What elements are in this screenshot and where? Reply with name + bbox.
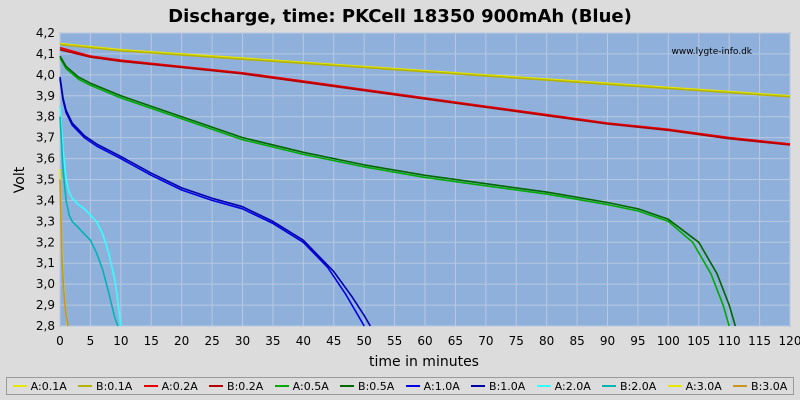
legend-label: B:2.0A [620, 379, 657, 393]
series-line-b-0-2a [59, 48, 791, 146]
y-tick-label: 3,9 [36, 89, 55, 103]
x-tick-label: 45 [326, 334, 341, 348]
grid [59, 32, 791, 327]
legend-swatch [274, 385, 289, 387]
x-tick-label: 10 [113, 334, 128, 348]
x-tick-label: 55 [387, 334, 402, 348]
x-tick-label: 110 [718, 334, 741, 348]
series-line-a-2-0a [59, 106, 122, 327]
legend-label: A:0.1A [30, 379, 67, 393]
series-line-b-0-5a [59, 55, 737, 327]
y-tick-label: 3,3 [36, 214, 55, 228]
legend-swatch [602, 385, 617, 387]
legend-item: A:3.0A [667, 379, 722, 393]
series-line-b-1-0a [59, 76, 371, 327]
x-tick-label: 65 [448, 334, 463, 348]
legend-item: A:0.2A [143, 379, 198, 393]
x-tick-label: 35 [265, 334, 280, 348]
legend-swatch [340, 385, 355, 387]
x-tick-label: 15 [144, 334, 159, 348]
y-tick-label: 3,6 [36, 152, 55, 166]
legend-item: B:0.1A [78, 380, 132, 393]
series-lines [59, 42, 791, 327]
legend-item: B:0.2A [209, 380, 263, 393]
chart-title: Discharge, time: PKCell 18350 900mAh (Bl… [168, 6, 632, 27]
legend-label: B:1.0A [489, 379, 526, 393]
y-tick-label: 4,0 [36, 68, 55, 82]
legend-item: B:0.5A [340, 380, 394, 393]
y-tick-label: 2,9 [36, 298, 55, 312]
x-tick-label: 75 [509, 334, 524, 348]
x-tick-label: 40 [296, 334, 311, 348]
legend-item: A:0.1A [12, 379, 67, 393]
x-tick-label: 95 [630, 334, 645, 348]
y-tick-label: 2,8 [36, 319, 55, 333]
x-tick-label: 90 [600, 334, 615, 348]
legend-label: A:3.0A [685, 379, 722, 393]
y-tick-label: 3,1 [36, 256, 55, 270]
x-tick-label: 5 [87, 334, 95, 348]
x-tick-label: 50 [357, 334, 372, 348]
legend-swatch [667, 385, 682, 387]
x-tick-label: 30 [235, 334, 250, 348]
x-tick-label: 85 [569, 334, 584, 348]
legend-swatch [209, 385, 224, 387]
series-line-a-0-2a [59, 46, 791, 145]
x-tick-label: 115 [748, 334, 771, 348]
tick-labels: 0 5 10 15 20 25 30 35 40 45 50 55 60 65 70 75 80 85 90 95 10… [36, 26, 800, 348]
legend-label: B:0.5A [358, 379, 395, 393]
legend-swatch [12, 385, 27, 387]
legend-swatch [471, 385, 486, 387]
legend-label: B:0.1A [96, 379, 133, 393]
x-tick-label: 105 [687, 334, 710, 348]
legend-label: A:0.5A [292, 379, 329, 393]
legend-label: B:3.0A [751, 379, 788, 393]
legend-item: B:3.0A [733, 380, 787, 393]
series-line-b-2-0a [59, 116, 119, 327]
x-tick-label: 70 [478, 334, 493, 348]
legend: A:0.1A B:0.1A A:0.2A B:0.2A A:0.5A B:0.5A A:1.… [6, 377, 794, 395]
series-line-b-3-0a [59, 179, 69, 327]
y-axis-label: Volt [12, 166, 28, 193]
x-axis-label: time in minutes [369, 354, 479, 370]
legend-item: A:2.0A [536, 379, 591, 393]
y-tick-label: 3,5 [36, 173, 55, 187]
x-tick-label: 120 [779, 334, 800, 348]
legend-label: B:0.2A [227, 379, 264, 393]
legend-label: A:0.2A [161, 379, 198, 393]
series-line-a-1-0a [59, 78, 365, 327]
legend-swatch [78, 385, 93, 387]
series-line-a-0-5a [59, 57, 730, 327]
x-tick-label: 80 [539, 334, 554, 348]
x-tick-label: 60 [417, 334, 432, 348]
legend-item: A:0.5A [274, 379, 329, 393]
y-tick-label: 3,2 [36, 235, 55, 249]
legend-swatch [143, 385, 158, 387]
series-line-a-0-1a [59, 42, 791, 97]
y-tick-label: 3,7 [36, 131, 55, 145]
legend-label: A:1.0A [423, 379, 460, 393]
legend-item: B:2.0A [602, 380, 656, 393]
y-tick-label: 4,2 [36, 26, 55, 40]
legend-item: B:1.0A [471, 380, 525, 393]
legend-swatch [536, 385, 551, 387]
x-tick-label: 20 [174, 334, 189, 348]
legend-label: A:2.0A [554, 379, 591, 393]
x-tick-label: 0 [56, 334, 64, 348]
x-tick-label: 25 [204, 334, 219, 348]
y-tick-label: 3,8 [36, 110, 55, 124]
y-tick-label: 3,4 [36, 193, 55, 207]
legend-swatch [733, 385, 748, 387]
watermark: www.lygte-info.dk [672, 47, 753, 57]
y-tick-label: 3,0 [36, 277, 55, 291]
y-tick-label: 4,1 [36, 47, 55, 61]
series-line-b-0-1a [59, 43, 791, 98]
x-tick-label: 100 [657, 334, 680, 348]
legend-swatch [405, 385, 420, 387]
legend-item: A:1.0A [405, 379, 460, 393]
